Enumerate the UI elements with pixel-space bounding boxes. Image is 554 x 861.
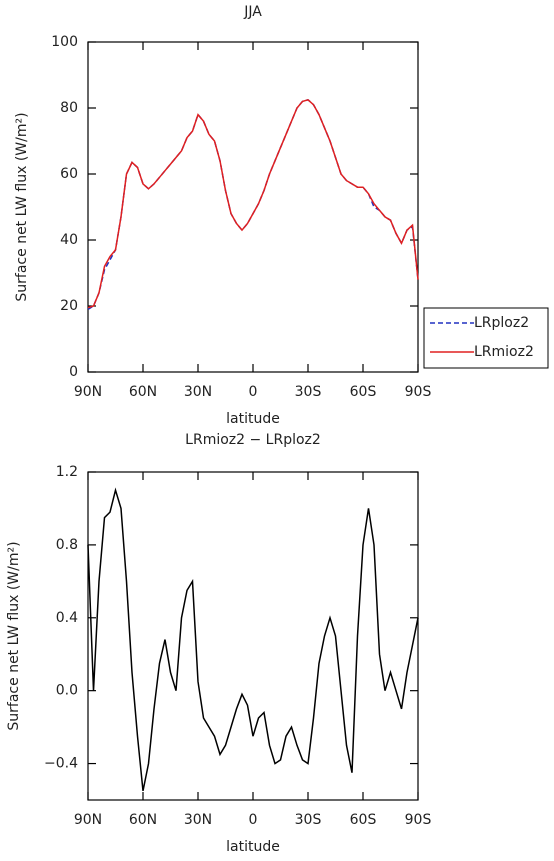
x-tick-label: 90N — [74, 812, 102, 828]
x-tick-label: 60S — [350, 812, 377, 828]
x-tick-label: 90S — [405, 384, 432, 400]
y-axis-label: Surface net LW flux (W/m²) — [6, 541, 22, 730]
x-tick-label: 30N — [184, 812, 212, 828]
plot-frame — [87, 471, 419, 801]
x-tick-label: 60N — [129, 812, 157, 828]
x-tick-label: 0 — [249, 384, 258, 400]
y-tick-label: 0.4 — [56, 610, 78, 626]
plot-frame — [87, 41, 419, 373]
chart-title: LRmioz2 − LRploz2 — [185, 432, 321, 448]
y-tick-label: 40 — [60, 232, 78, 248]
legend-label: LRploz2 — [474, 315, 529, 331]
x-axis-label: latitude — [226, 839, 280, 855]
series-line — [87, 98, 419, 309]
y-tick-label: −0.4 — [44, 756, 78, 772]
x-tick-label: 90N — [74, 384, 102, 400]
series-line — [87, 98, 419, 310]
y-tick-label: 0.8 — [56, 537, 78, 553]
x-axis-label: latitude — [226, 411, 280, 427]
y-axis-label: Surface net LW flux (W/m²) — [14, 112, 30, 301]
y-tick-label: 0 — [69, 364, 78, 380]
series-line — [87, 487, 419, 792]
y-tick-label: 1.2 — [56, 464, 78, 480]
y-tick-label: 20 — [60, 298, 78, 314]
y-tick-label: 100 — [51, 34, 78, 50]
y-tick-label: 60 — [60, 166, 78, 182]
y-tick-label: 0.0 — [56, 683, 78, 699]
chart-title: JJA — [243, 4, 262, 20]
y-tick-label: 80 — [60, 100, 78, 116]
x-tick-label: 90S — [405, 812, 432, 828]
x-tick-label: 30S — [295, 812, 322, 828]
x-tick-label: 30N — [184, 384, 212, 400]
x-tick-label: 60N — [129, 384, 157, 400]
x-tick-label: 60S — [350, 384, 377, 400]
x-tick-label: 0 — [249, 812, 258, 828]
legend-box — [423, 307, 549, 369]
legend-label: LRmioz2 — [474, 344, 534, 360]
x-tick-label: 30S — [295, 384, 322, 400]
